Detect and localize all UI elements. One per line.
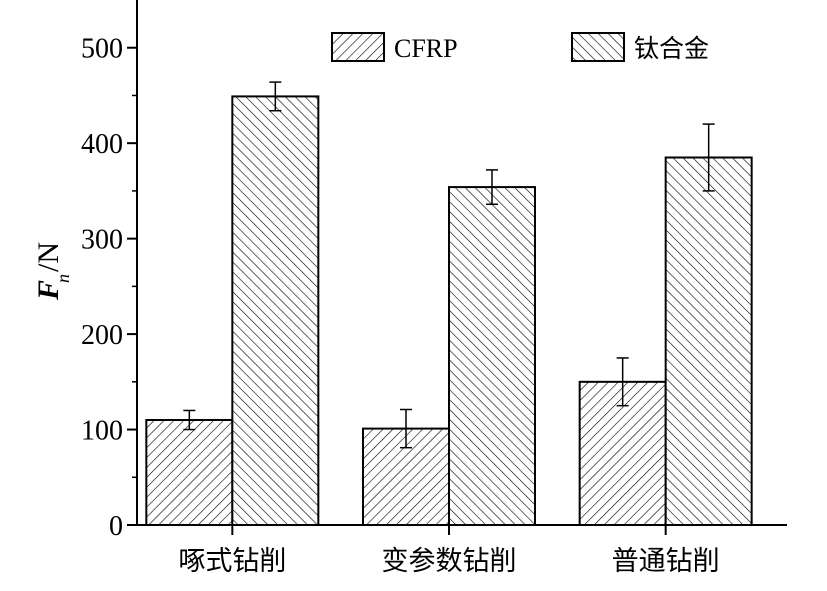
y-tick-label: 0 [109, 511, 123, 542]
category-labels-group: 啄式钻削 变参数钻削 普通钻削 [178, 525, 720, 577]
bar-titanium [448, 186, 536, 526]
category-label: 普通钻削 [612, 546, 720, 577]
y-ticks-group: 0 100 200 300 400 500 [81, 34, 137, 542]
y-axis-label-symbol: F [32, 280, 65, 301]
bars-group [145, 95, 753, 526]
category-label: 变参数钻削 [382, 546, 517, 577]
y-tick-label: 500 [81, 34, 123, 65]
y-tick-label: 100 [81, 416, 123, 447]
legend: CFRP 钛合金 [331, 32, 709, 63]
legend-swatch-cfrp [331, 32, 385, 62]
legend-label-cfrp: CFRP [394, 34, 458, 63]
y-tick-label: 400 [81, 129, 123, 160]
y-axis-label: F n /N [32, 242, 73, 301]
bar-titanium [231, 95, 320, 526]
error-bars-group [183, 81, 715, 449]
y-tick-label: 300 [81, 225, 123, 256]
legend-label-titanium: 钛合金 [634, 34, 709, 63]
y-axis-label-subscript: n [53, 274, 73, 283]
bar-titanium [664, 156, 753, 526]
y-tick-label: 200 [81, 320, 123, 351]
y-axis-label-unit: /N [32, 242, 65, 272]
bar-cfrp [145, 419, 234, 526]
legend-swatch-titanium [571, 32, 625, 62]
category-label: 啄式钻削 [178, 546, 286, 577]
